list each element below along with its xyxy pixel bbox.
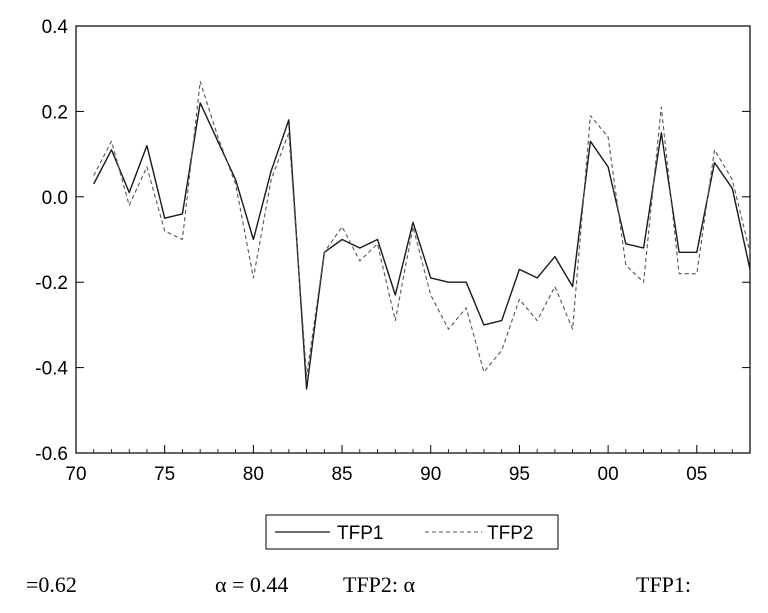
x-tick-label: 85 xyxy=(331,464,352,485)
y-tick-label: -0.4 xyxy=(35,359,68,380)
tfp-line-chart: 0.4 0.2 0.0 -0.2 -0.4 -0.6 70 75 80 85 90 95 00 05 T… xyxy=(35,17,751,550)
legend: TFP1 TFP2 xyxy=(265,514,559,550)
y-tick-label: 0.4 xyxy=(42,17,69,38)
y-tick-label: 0.0 xyxy=(42,188,68,209)
series-line-tfp2 xyxy=(93,80,751,377)
y-tick-label: -0.6 xyxy=(35,444,68,465)
caption-1: =0.62 xyxy=(26,572,77,597)
series-line-tfp1 xyxy=(93,102,751,390)
legend-label-tfp2: TFP2 xyxy=(487,523,533,544)
y-tick-label: 0.2 xyxy=(42,102,68,123)
series-lines xyxy=(93,80,751,390)
caption-3: TFP2: α xyxy=(343,572,416,597)
y-tick-label: -0.2 xyxy=(35,273,68,294)
x-tick-label: 80 xyxy=(243,464,264,485)
caption-4: TFP1: xyxy=(636,572,692,597)
x-tick-label: 00 xyxy=(598,464,619,485)
x-tick-label: 05 xyxy=(686,464,707,485)
y-axis: 0.4 0.2 0.0 -0.2 -0.4 -0.6 xyxy=(35,17,750,465)
x-tick-label: 90 xyxy=(420,464,441,485)
x-tick-label: 70 xyxy=(65,464,86,485)
caption-2: α = 0.44 xyxy=(215,572,289,597)
x-tick-label: 75 xyxy=(154,464,175,485)
x-axis: 70 75 80 85 90 95 00 05 xyxy=(65,445,751,485)
legend-label-tfp1: TFP1 xyxy=(337,523,383,544)
x-tick-label: 95 xyxy=(509,464,530,485)
plot-frame xyxy=(75,25,751,454)
